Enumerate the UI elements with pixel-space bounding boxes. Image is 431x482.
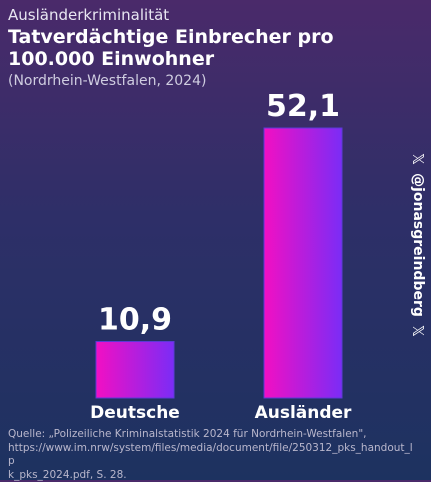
category-label: Deutsche	[90, 403, 180, 423]
author-handle-text: @jonasgreindberg	[410, 173, 426, 317]
source-note: Quelle: „Polizeiliche Kriminalstatistik …	[8, 428, 418, 482]
category-label: Ausländer	[255, 403, 352, 423]
bar-deutsche	[96, 342, 174, 398]
source-line-1: Quelle: „Polizeiliche Kriminalstatistik …	[8, 428, 418, 442]
author-handle: 𝕏 @jonasgreindberg 𝕏	[407, 150, 429, 340]
value-label: 52,1	[266, 89, 340, 124]
x-logo-icon: 𝕏	[409, 153, 427, 165]
value-label: 10,9	[98, 303, 172, 338]
x-logo-icon: 𝕏	[409, 325, 427, 337]
bar-ausländer	[264, 128, 342, 398]
bars-layer: 10,9 Deutsche 52,1 Ausländer	[90, 89, 352, 423]
source-line-2: https://www.im.nrw/system/files/media/do…	[8, 442, 418, 469]
